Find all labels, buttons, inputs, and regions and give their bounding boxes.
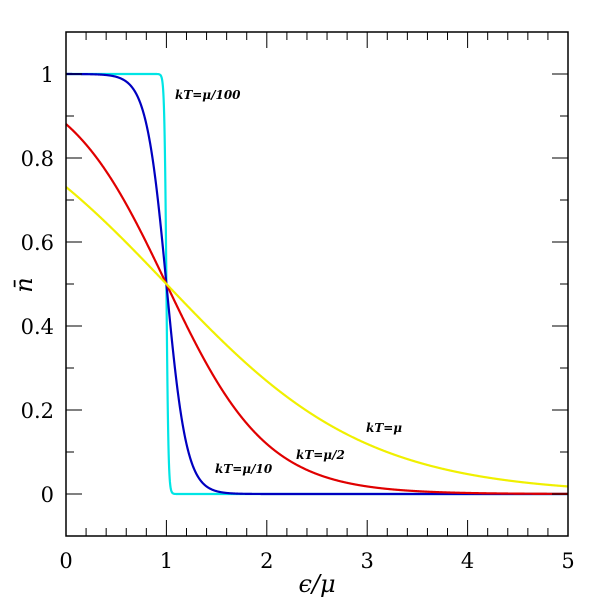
x-tick-label: 3	[361, 549, 374, 573]
y-tick-label: 0.6	[21, 231, 54, 255]
series-line-0	[66, 72, 568, 496]
series-line-3	[65, 186, 569, 488]
x-tick-label: 0	[59, 549, 72, 573]
y-tick-label: 1	[41, 63, 54, 87]
annotation-kt-mu: kT=μ	[366, 421, 402, 435]
y-tick-label: 0.8	[21, 147, 54, 171]
x-tick-label: 2	[260, 549, 273, 573]
series-line-1	[66, 72, 568, 496]
y-tick-label: 0.2	[21, 399, 54, 423]
y-tick-label: 0.4	[21, 315, 54, 339]
x-tick-label: 4	[461, 549, 474, 573]
annotation-kt-mu-2: kT=μ/2	[296, 448, 345, 462]
series-line-2	[65, 123, 568, 495]
x-tick-label: 1	[160, 549, 173, 573]
x-tick-label: 5	[561, 549, 574, 573]
y-tick-label: 0	[41, 483, 54, 507]
annotation-kt-mu-10: kT=μ/10	[215, 462, 273, 476]
annotation-kt-mu-100: kT=μ/100	[175, 88, 241, 102]
y-axis-label: n̄	[10, 277, 38, 292]
x-axis-label: ϵ/μ	[298, 570, 335, 598]
